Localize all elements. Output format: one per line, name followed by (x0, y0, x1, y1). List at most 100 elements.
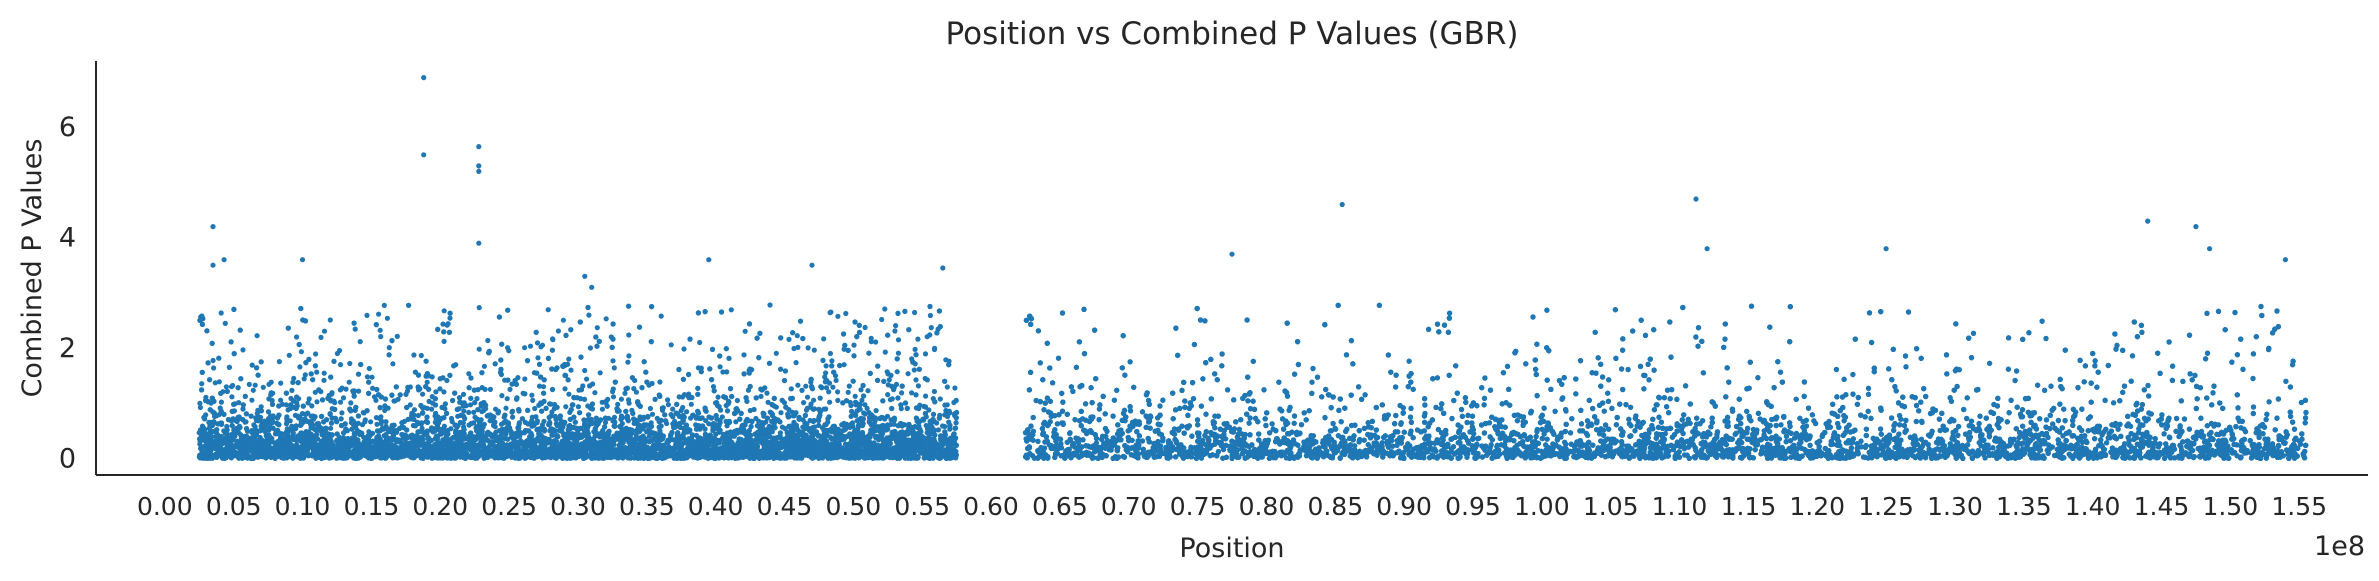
data-point (892, 328, 898, 334)
data-point (882, 416, 888, 422)
data-point (912, 309, 918, 316)
data-point (356, 388, 362, 394)
data-point (292, 412, 298, 418)
data-point (915, 336, 921, 342)
data-point (475, 407, 481, 413)
data-point (418, 352, 424, 359)
data-point (199, 381, 205, 387)
data-point (833, 377, 839, 383)
data-point (835, 389, 841, 395)
data-point (529, 392, 535, 398)
data-point (625, 359, 631, 365)
data-point (622, 390, 628, 396)
data-point (887, 422, 893, 428)
data-point (444, 322, 450, 328)
data-point (211, 365, 217, 371)
data-point (289, 387, 295, 393)
data-point (848, 402, 854, 409)
data-point (668, 412, 674, 418)
data-point (805, 345, 811, 351)
data-point (318, 334, 324, 340)
data-point (931, 388, 938, 395)
data-point (441, 389, 447, 395)
data-point (357, 339, 363, 345)
data-point (340, 395, 347, 401)
data-point (386, 345, 392, 351)
data-point (697, 339, 703, 346)
data-point (536, 383, 543, 389)
data-point (894, 369, 900, 375)
data-point (610, 388, 616, 395)
data-point (297, 364, 303, 370)
data-point (915, 383, 922, 389)
data-point (539, 342, 546, 348)
data-point (912, 346, 918, 352)
data-point (250, 387, 256, 393)
data-point (504, 396, 510, 402)
data-point (811, 347, 817, 353)
data-point (321, 328, 328, 334)
data-point (381, 302, 387, 308)
data-point (366, 365, 372, 372)
data-point (703, 418, 709, 424)
data-point (764, 390, 770, 396)
data-point (581, 417, 587, 423)
data-point (852, 393, 858, 399)
data-point (582, 367, 588, 374)
data-point (920, 417, 927, 423)
data-point (893, 323, 899, 329)
data-point (560, 317, 567, 323)
data-point (377, 327, 383, 333)
data-point (827, 310, 833, 316)
data-point (633, 389, 640, 395)
data-point (946, 419, 952, 425)
data-point (793, 360, 799, 366)
data-point (441, 338, 447, 344)
data-point (835, 313, 841, 319)
data-point (251, 422, 257, 428)
data-point (767, 302, 773, 308)
data-point (294, 334, 300, 340)
data-point (249, 397, 255, 403)
data-point (566, 356, 572, 362)
data-point (321, 370, 327, 376)
data-point (693, 432, 700, 439)
data-point (223, 384, 229, 390)
data-point (594, 325, 600, 331)
data-point (626, 400, 632, 406)
data-point (362, 417, 368, 423)
data-point (549, 409, 555, 415)
data-point (343, 386, 349, 392)
data-point (337, 362, 344, 368)
data-point (681, 346, 687, 352)
data-point (733, 419, 739, 425)
data-point (665, 402, 672, 408)
data-point (937, 396, 943, 402)
data-point (587, 345, 594, 351)
data-point (688, 401, 694, 407)
data-point (665, 397, 671, 403)
data-point (503, 405, 509, 411)
data-point (891, 421, 897, 427)
data-point (843, 310, 849, 317)
data-point (522, 345, 528, 351)
data-point (952, 385, 958, 391)
data-point (476, 346, 482, 352)
data-point (466, 409, 472, 415)
data-point (873, 408, 879, 414)
data-point (444, 377, 450, 384)
data-point (905, 371, 911, 377)
data-point (742, 328, 748, 334)
data-point (454, 406, 460, 413)
data-point (862, 324, 868, 331)
data-point (433, 389, 439, 395)
data-point (411, 352, 417, 358)
data-point (913, 377, 919, 383)
data-point (348, 400, 354, 406)
data-point (801, 400, 807, 406)
data-point (786, 336, 792, 342)
data-point (626, 332, 632, 338)
data-point (942, 402, 948, 408)
data-point (448, 415, 455, 422)
data-point (349, 426, 355, 432)
